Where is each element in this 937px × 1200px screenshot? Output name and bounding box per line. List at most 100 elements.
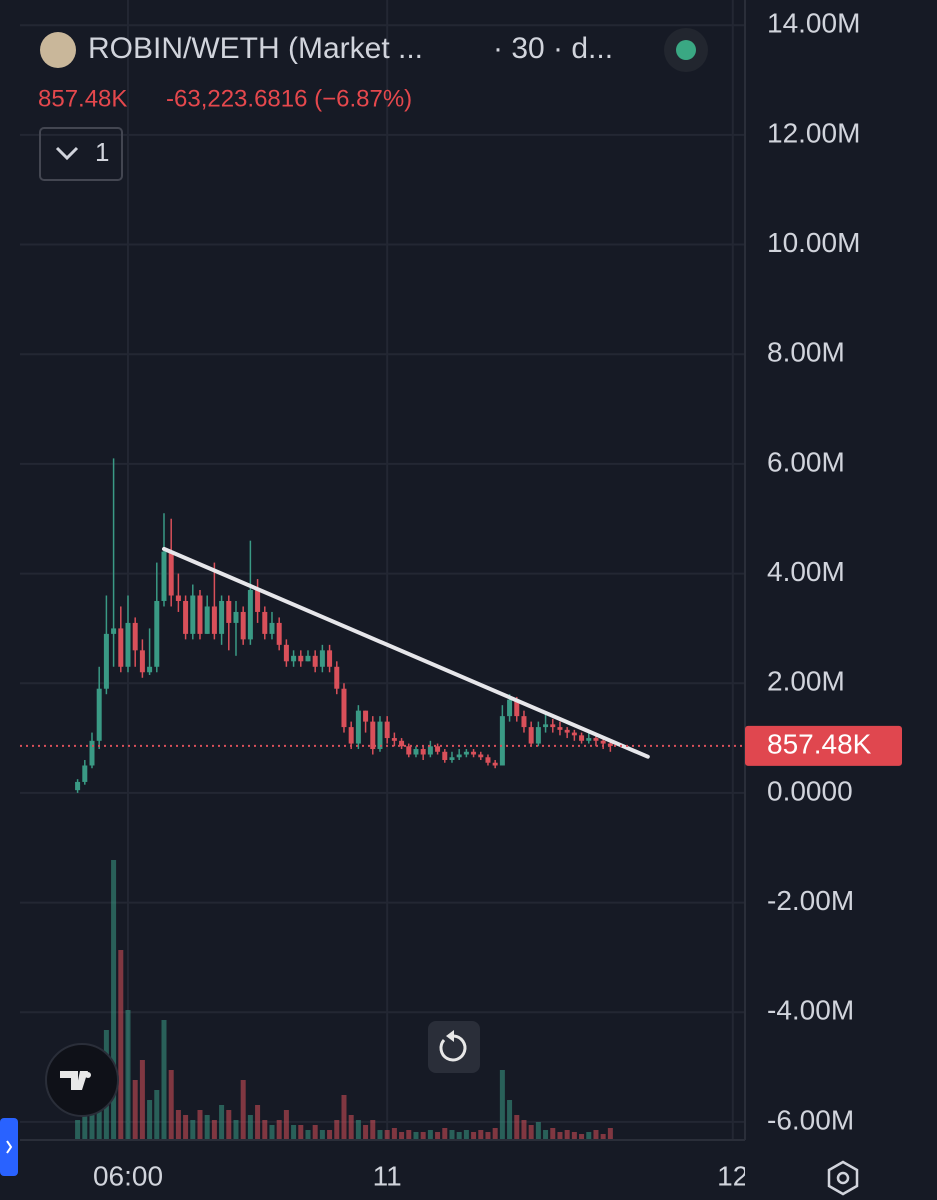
y-tick-label: -2.00M — [767, 885, 854, 916]
candle-body — [399, 740, 405, 747]
settings-button[interactable] — [827, 1160, 859, 1196]
volume-bar — [233, 1120, 239, 1140]
candle-body — [276, 622, 282, 645]
candle-body — [305, 655, 311, 662]
candle-body — [557, 727, 563, 730]
candle-body — [255, 590, 261, 612]
volume-bar — [204, 1115, 210, 1140]
volume-bar — [571, 1132, 577, 1140]
candle-body — [233, 611, 239, 623]
candle-body — [377, 721, 383, 750]
reset-icon — [439, 1034, 467, 1062]
candle-body — [327, 650, 333, 667]
y-tick-label: 6.00M — [767, 446, 845, 477]
volume-bar — [492, 1128, 498, 1140]
y-tick-label: 14.00M — [767, 8, 860, 39]
volume-bar — [183, 1115, 189, 1140]
volume-bar — [384, 1130, 390, 1140]
candle-body — [211, 606, 217, 634]
candle-body — [384, 721, 390, 739]
volume-bar — [139, 1060, 145, 1140]
candle-body — [564, 729, 570, 733]
volume-bar — [312, 1125, 318, 1140]
volume-bar — [147, 1100, 153, 1140]
candle-body — [161, 551, 167, 601]
volume-bar — [75, 1120, 81, 1140]
candle-body — [586, 738, 592, 741]
token-avatar — [40, 32, 76, 68]
volume-bar — [406, 1130, 412, 1140]
trend-line — [161, 546, 650, 759]
symbol-title[interactable]: ROBIN/WETH (Market ... — [88, 32, 423, 65]
volume-bar — [586, 1132, 592, 1140]
candle-body — [600, 740, 606, 744]
volume-bar — [485, 1132, 491, 1140]
side-tab[interactable] — [0, 1118, 18, 1176]
candle-body — [82, 765, 88, 782]
y-tick-label: 0.0000 — [767, 775, 853, 806]
candle-body — [283, 644, 289, 662]
volume-bar — [269, 1125, 275, 1140]
candle-body — [96, 688, 102, 741]
candle-body — [607, 743, 613, 746]
volume-bar — [391, 1128, 397, 1140]
candle-body — [175, 595, 181, 601]
candle-body — [485, 757, 491, 763]
volume-bar — [471, 1132, 477, 1140]
x-tick-label: 12 — [717, 1160, 748, 1191]
volume-bar — [82, 1115, 88, 1140]
candle-body — [132, 622, 138, 651]
volume-bar — [456, 1132, 462, 1140]
volume-bar — [593, 1130, 599, 1140]
y-tick-label: 2.00M — [767, 666, 845, 697]
candle-body — [471, 751, 477, 755]
candle-body — [456, 754, 462, 758]
volume-bar — [550, 1128, 556, 1140]
volume-bar — [355, 1120, 361, 1140]
candle-body — [226, 600, 232, 623]
volume-bar — [111, 860, 117, 1140]
interval[interactable]: · 30 · d... — [493, 32, 613, 65]
candle-body — [154, 600, 160, 667]
candle-body — [427, 746, 433, 755]
volume-bar — [175, 1110, 181, 1140]
candle-body — [406, 746, 412, 755]
candle-body — [391, 738, 397, 741]
candle-body — [593, 738, 599, 741]
status-dot — [676, 40, 696, 60]
volume-bar — [262, 1120, 268, 1140]
volume-bar — [161, 1020, 167, 1140]
volume-bar — [334, 1120, 340, 1140]
candle-body — [197, 595, 203, 634]
volume-bar — [132, 1080, 138, 1140]
candle-body — [571, 732, 577, 736]
candle-body — [139, 650, 145, 673]
candle-body — [291, 655, 297, 662]
volume-bar — [240, 1080, 246, 1140]
y-tick-label: -6.00M — [767, 1104, 854, 1135]
indicator-toggle[interactable] — [39, 127, 123, 181]
volume-bar — [564, 1130, 570, 1140]
volume-bar — [319, 1130, 325, 1140]
candle-body — [190, 595, 196, 634]
volume-bar — [363, 1125, 369, 1140]
volume-bar — [154, 1090, 160, 1140]
y-tick-label: 4.00M — [767, 556, 845, 587]
volume-bar — [219, 1105, 225, 1140]
reset-button[interactable] — [428, 1021, 480, 1073]
y-tick-label: 10.00M — [767, 227, 860, 258]
volume-bar — [427, 1130, 433, 1140]
x-axis-layer: 06:00 11 12 — [93, 1160, 748, 1191]
indicator-count[interactable]: 1 — [95, 137, 109, 167]
candle-body — [413, 749, 419, 755]
last-price: 857.48K — [38, 85, 127, 112]
candle-body — [492, 762, 498, 766]
volume-bar — [226, 1110, 232, 1140]
volume-bar — [579, 1134, 585, 1140]
volume-bar — [499, 1070, 505, 1140]
candle-body — [312, 655, 318, 667]
volume-bar — [370, 1120, 376, 1140]
y-tick-label: 12.00M — [767, 117, 860, 148]
candle-body — [75, 781, 81, 791]
